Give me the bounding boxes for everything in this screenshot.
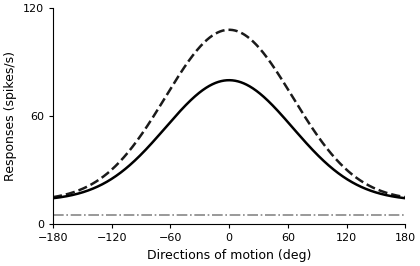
Y-axis label: Responses (spikes/s): Responses (spikes/s): [4, 51, 17, 181]
X-axis label: Directions of motion (deg): Directions of motion (deg): [147, 249, 311, 262]
